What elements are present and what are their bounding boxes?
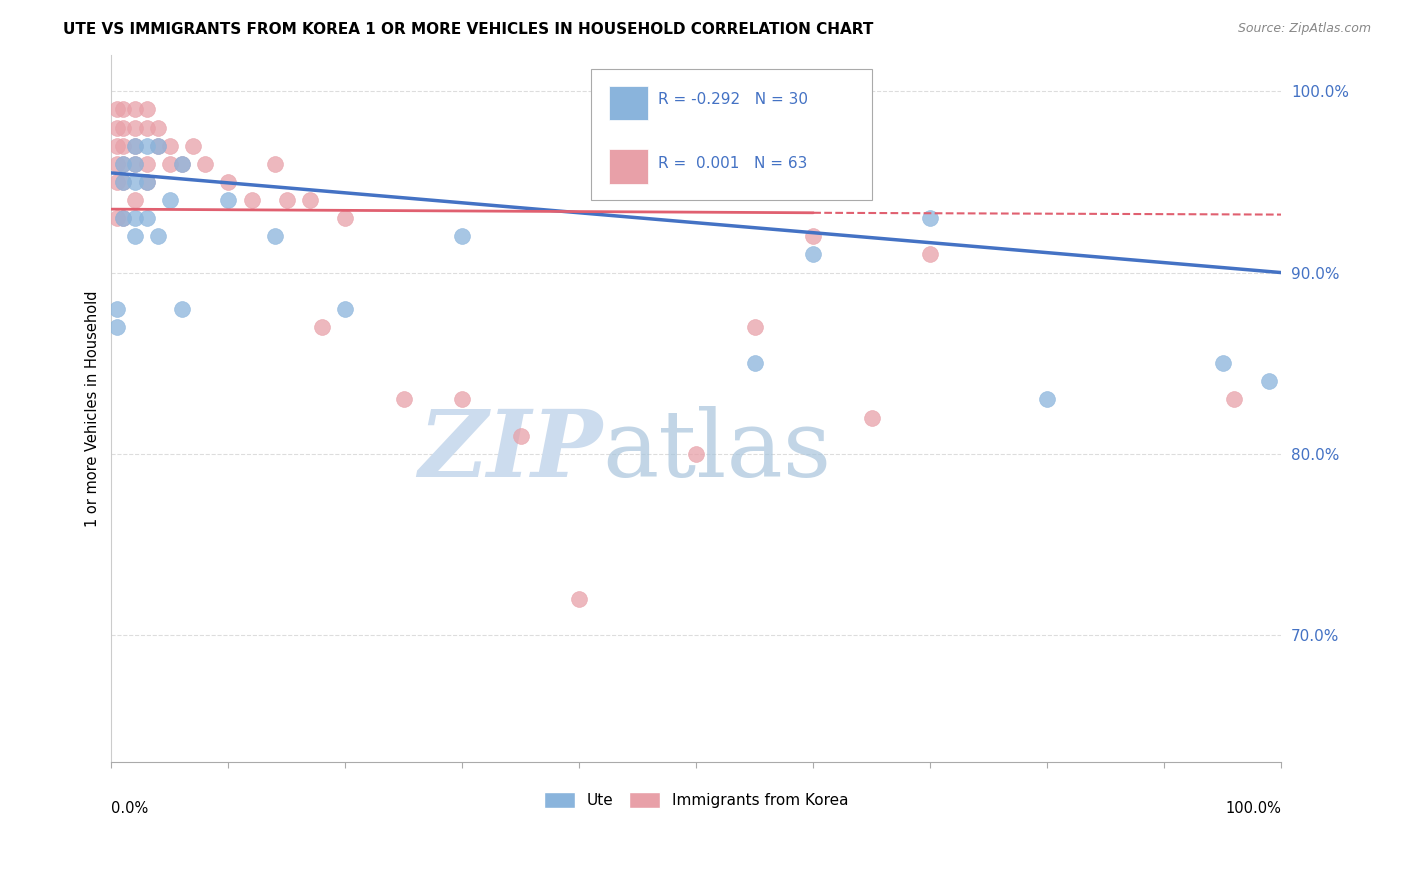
Point (135, 157, 157, 171)
Point (135, 211, 157, 226)
Point (124, 157, 146, 171)
Point (264, 229, 287, 244)
Point (112, 175, 135, 189)
Point (801, 247, 824, 261)
Point (105, 211, 128, 226)
Point (112, 157, 135, 171)
Point (860, 410, 883, 425)
Point (135, 175, 157, 189)
Point (1258, 374, 1281, 388)
Point (170, 301, 193, 316)
Point (264, 157, 287, 171)
Point (112, 138, 135, 153)
Point (112, 120, 135, 135)
Point (124, 103, 146, 117)
Point (392, 392, 415, 407)
Point (335, 301, 357, 316)
Point (509, 428, 531, 442)
Point (112, 175, 135, 189)
Text: atlas: atlas (603, 406, 832, 496)
Point (112, 103, 135, 117)
Point (124, 211, 146, 226)
Point (135, 103, 157, 117)
FancyBboxPatch shape (609, 149, 648, 184)
Point (105, 320, 128, 334)
Point (124, 120, 146, 135)
Y-axis label: 1 or more Vehicles in Household: 1 or more Vehicles in Household (86, 290, 100, 526)
Point (451, 229, 474, 244)
Point (148, 120, 170, 135)
Point (124, 138, 146, 153)
Point (135, 175, 157, 189)
Point (159, 157, 181, 171)
Point (335, 211, 357, 226)
Point (159, 138, 181, 153)
Point (148, 138, 170, 153)
Point (451, 392, 474, 407)
Point (1036, 392, 1059, 407)
Point (135, 138, 157, 153)
Point (124, 229, 146, 244)
Point (276, 193, 298, 207)
Point (299, 193, 322, 207)
Point (1212, 356, 1234, 370)
FancyBboxPatch shape (609, 86, 648, 120)
Point (1223, 392, 1246, 407)
Text: R = -0.292   N = 30: R = -0.292 N = 30 (658, 92, 807, 107)
Point (105, 301, 128, 316)
Text: ZIP: ZIP (419, 406, 603, 496)
Point (112, 211, 135, 226)
Text: 100.0%: 100.0% (1225, 801, 1281, 815)
Point (105, 138, 128, 153)
Text: UTE VS IMMIGRANTS FROM KOREA 1 OR MORE VEHICLES IN HOUSEHOLD CORRELATION CHART: UTE VS IMMIGRANTS FROM KOREA 1 OR MORE V… (63, 22, 873, 37)
Point (170, 157, 193, 171)
Point (105, 103, 128, 117)
Text: 0.0%: 0.0% (111, 801, 149, 815)
Legend: Ute, Immigrants from Korea: Ute, Immigrants from Korea (538, 786, 855, 814)
Point (124, 138, 146, 153)
Point (148, 138, 170, 153)
Point (181, 138, 204, 153)
Point (124, 175, 146, 189)
Point (744, 356, 766, 370)
Text: Source: ZipAtlas.com: Source: ZipAtlas.com (1237, 22, 1371, 36)
Point (194, 157, 217, 171)
FancyBboxPatch shape (591, 70, 872, 200)
Point (135, 120, 157, 135)
Point (112, 157, 135, 171)
Point (124, 157, 146, 171)
Point (112, 211, 135, 226)
Point (217, 193, 239, 207)
Point (124, 193, 146, 207)
Point (920, 247, 942, 261)
Point (105, 157, 128, 171)
Point (568, 591, 591, 606)
Point (801, 229, 824, 244)
Point (311, 320, 333, 334)
Point (159, 193, 181, 207)
Point (105, 175, 128, 189)
Point (217, 175, 239, 189)
Point (744, 320, 766, 334)
Point (240, 193, 263, 207)
Point (685, 447, 707, 461)
Text: R =  0.001   N = 63: R = 0.001 N = 63 (658, 156, 807, 170)
Point (148, 229, 170, 244)
Point (105, 120, 128, 135)
Point (920, 211, 942, 226)
Point (170, 157, 193, 171)
